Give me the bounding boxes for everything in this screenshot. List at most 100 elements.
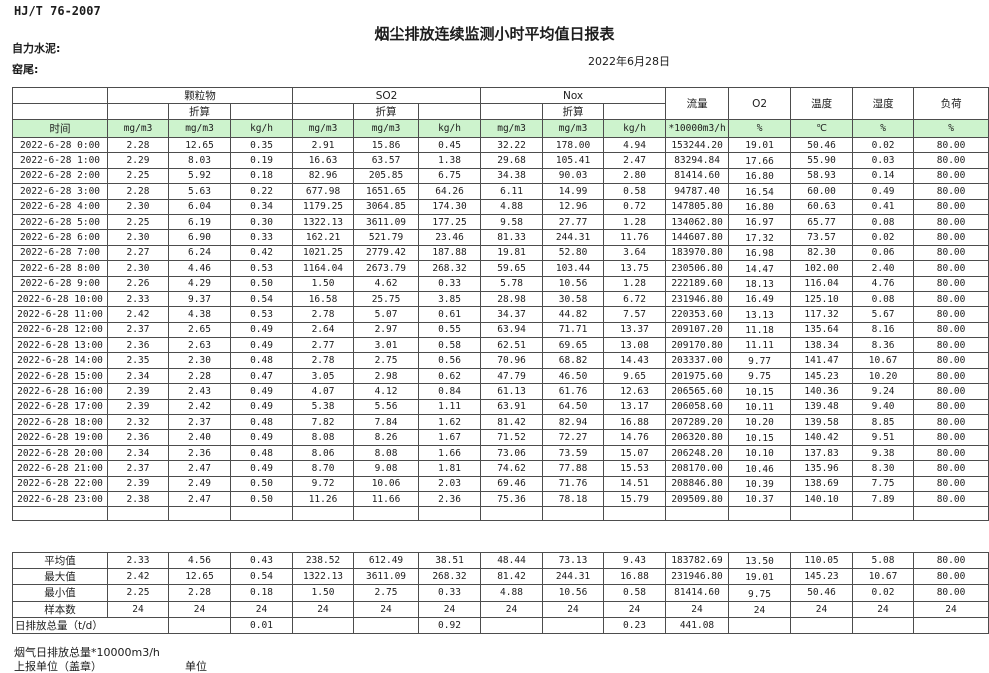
value-cell: 3.05 (292, 367, 355, 385)
value-cell: 0.08 (852, 290, 915, 308)
corner-cell (12, 87, 108, 104)
summary-value-cell: 16.88 (603, 568, 666, 586)
value-cell: 13.37 (603, 321, 667, 339)
daily-total-value-cell (913, 616, 989, 634)
value-cell: 15.07 (603, 444, 667, 462)
summary-value-cell: 73.13 (542, 551, 604, 570)
empty-cell (107, 506, 169, 522)
summary-row: 最大值 2.42 12.65 0.54 1322.13 3611.09 268.32 81.4… (12, 568, 989, 586)
empty-cell (480, 506, 544, 522)
value-cell: 14.76 (603, 429, 667, 446)
value-cell: 8.26 (353, 429, 420, 446)
value-cell: 0.45 (418, 136, 482, 154)
value-cell: 2.25 (107, 213, 169, 231)
daily-total-value-cell: 0.23 (603, 616, 666, 634)
value-cell: 0.49 (229, 383, 294, 400)
value-cell: 14.43 (603, 352, 667, 369)
daily-total-row: 日排放总量（t/d） 0.01 0.92 0.23 441.08 (12, 616, 989, 634)
value-cell: 10.39 (728, 475, 792, 492)
empty-cell (480, 103, 544, 120)
hourly-data-table: 颗粒物 SO2 Nox 流量 O2 温度 湿度 负荷 折算 折算 折算 (12, 87, 989, 522)
value-cell: 2.33 (107, 290, 169, 308)
time-cell: 2022-6-28 12:00 (12, 321, 108, 339)
value-cell: 16.63 (292, 152, 355, 169)
summary-value-cell: 110.05 (790, 551, 853, 570)
value-cell: 8.08 (292, 429, 355, 446)
value-cell: 244.31 (542, 229, 605, 246)
value-cell: 73.06 (480, 444, 544, 462)
unit-label: 单位 (185, 660, 207, 673)
value-cell: 16.80 (728, 167, 792, 185)
value-cell: 0.42 (229, 244, 294, 262)
summary-label: 最大值 (12, 568, 108, 586)
value-cell: 2.65 (168, 321, 231, 339)
value-cell: 140.10 (790, 490, 854, 508)
value-cell: 0.22 (229, 183, 294, 200)
empty-cell (292, 103, 355, 120)
time-cell: 2022-6-28 14:00 (12, 352, 108, 369)
value-cell: 162.21 (292, 229, 355, 246)
value-cell: 63.91 (480, 398, 544, 416)
company-label: 自力水泥: (12, 42, 61, 55)
value-cell: 1.11 (418, 398, 482, 416)
value-cell: 80.00 (913, 183, 989, 200)
unit-cell: mg/m3 (107, 119, 169, 138)
summary-value-cell: 145.23 (790, 568, 853, 586)
value-cell: 16.49 (728, 290, 792, 308)
value-cell: 19.01 (728, 136, 792, 154)
hour-row: 2022-6-28 6:00 2.30 6.90 0.33 162.21 521.79 23… (12, 229, 989, 246)
summary-value-cell: 2.42 (107, 568, 169, 586)
empty-cell (353, 506, 420, 522)
value-cell: 4.76 (852, 275, 915, 292)
group-header-row: 颗粒物 SO2 Nox 流量 O2 温度 湿度 负荷 (12, 87, 989, 120)
hour-row: 2022-6-28 16:00 2.39 2.43 0.49 4.07 4.12 0.84 6… (12, 383, 989, 400)
value-cell: 2.97 (353, 321, 420, 339)
value-cell: 231946.80 (665, 290, 730, 308)
value-cell: 83294.84 (665, 152, 730, 169)
value-cell: 61.13 (480, 383, 544, 400)
value-cell: 5.78 (480, 275, 544, 292)
value-cell: 153244.20 (665, 136, 730, 154)
daily-total-label: 日排放总量（t/d） (12, 616, 169, 634)
hour-row: 2022-6-28 10:00 2.33 9.37 0.54 16.58 25.75 3.8… (12, 290, 989, 308)
summary-value-cell: 24 (790, 600, 853, 618)
value-cell: 5.67 (852, 306, 915, 323)
value-cell: 8.08 (353, 444, 420, 462)
summary-value-cell: 9.43 (603, 551, 666, 570)
value-cell: 0.62 (418, 367, 482, 385)
daily-total-value-cell (480, 616, 543, 634)
reporting-unit-label: 上报单位（盖章） (14, 660, 102, 673)
group-header-pm: 颗粒物 (106, 87, 294, 104)
value-cell: 1.62 (418, 414, 482, 431)
value-cell: 205.85 (353, 167, 420, 185)
daily-total-value-cell (292, 616, 354, 634)
value-cell: 2.40 (168, 429, 231, 446)
value-cell: 4.07 (292, 383, 355, 400)
summary-value-cell: 9.75 (728, 584, 791, 602)
value-cell: 0.48 (229, 444, 294, 462)
value-cell: 12.96 (542, 198, 605, 215)
value-cell: 5.92 (168, 167, 231, 185)
summary-value-cell: 10.67 (852, 568, 914, 586)
daily-total-value-cell: 0.92 (418, 616, 481, 634)
summary-value-cell: 24 (168, 600, 231, 618)
empty-cell (728, 506, 792, 522)
unit-cell: mg/m3 (292, 119, 355, 138)
header-temperature: 温度 (790, 87, 854, 120)
time-cell: 2022-6-28 19:00 (12, 429, 108, 446)
value-cell: 2.30 (107, 229, 169, 246)
value-cell: 0.56 (418, 352, 482, 369)
time-cell: 2022-6-28 1:00 (12, 152, 108, 169)
value-cell: 13.08 (603, 337, 667, 354)
summary-value-cell: 0.43 (230, 551, 293, 570)
summary-value-cell: 24 (107, 600, 169, 618)
value-cell: 16.88 (603, 414, 667, 431)
value-cell: 16.54 (728, 183, 792, 200)
value-cell: 9.08 (353, 460, 420, 477)
value-cell: 2.28 (168, 367, 231, 385)
value-cell: 55.90 (790, 152, 854, 169)
value-cell: 70.96 (480, 352, 544, 369)
value-cell: 68.82 (542, 352, 605, 369)
hour-row: 2022-6-28 14:00 2.35 2.30 0.48 2.78 2.75 0.56 7… (12, 352, 989, 369)
